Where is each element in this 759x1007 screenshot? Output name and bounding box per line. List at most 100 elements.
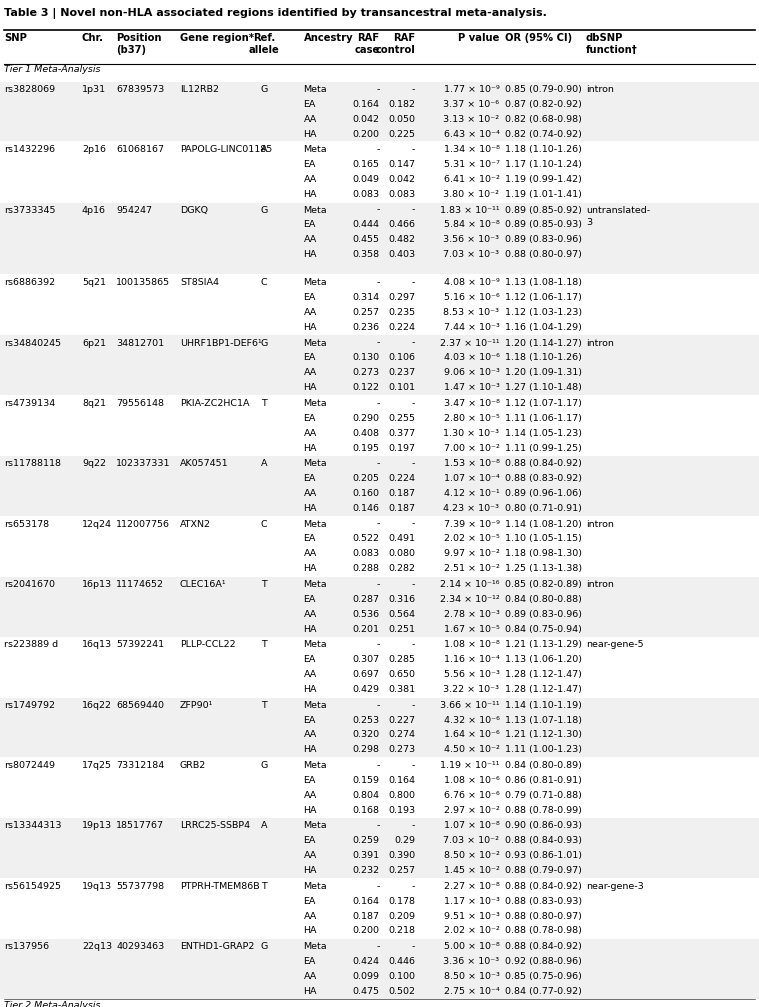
Text: 0.147: 0.147	[388, 160, 415, 169]
Text: 0.080: 0.080	[388, 550, 415, 559]
Text: 0.391: 0.391	[352, 851, 380, 860]
Text: HA: HA	[304, 745, 317, 754]
Text: 1.28 (1.12-1.47): 1.28 (1.12-1.47)	[505, 685, 581, 694]
Text: 0.178: 0.178	[388, 896, 415, 905]
Text: 954247: 954247	[116, 205, 152, 214]
Text: 0.253: 0.253	[352, 716, 380, 725]
Text: 2.78 × 10⁻³: 2.78 × 10⁻³	[443, 610, 499, 618]
Text: 0.424: 0.424	[352, 957, 380, 966]
Text: HA: HA	[304, 323, 317, 332]
Text: -: -	[412, 338, 415, 347]
Text: 2.75 × 10⁻⁴: 2.75 × 10⁻⁴	[444, 987, 499, 996]
Text: 0.106: 0.106	[388, 353, 415, 363]
Text: HA: HA	[304, 251, 317, 259]
Text: -: -	[376, 145, 380, 154]
Text: -: -	[412, 701, 415, 710]
Text: function†: function†	[586, 45, 638, 54]
Text: 34812701: 34812701	[116, 338, 164, 347]
Text: -: -	[376, 882, 380, 891]
Text: HA: HA	[304, 806, 317, 815]
Text: Meta: Meta	[304, 943, 327, 951]
Text: EA: EA	[304, 160, 316, 169]
Text: HA: HA	[304, 384, 317, 392]
Text: -: -	[412, 145, 415, 154]
Text: -: -	[376, 822, 380, 831]
Text: 1.08 × 10⁻⁶: 1.08 × 10⁻⁶	[444, 776, 499, 784]
Text: control: control	[376, 45, 415, 54]
Text: 100135865: 100135865	[116, 278, 170, 287]
Text: 1.12 (1.03-1.23): 1.12 (1.03-1.23)	[505, 308, 582, 317]
Text: 2.02 × 10⁻⁵: 2.02 × 10⁻⁵	[444, 535, 499, 544]
Text: -: -	[376, 761, 380, 770]
Text: 1.45 × 10⁻²: 1.45 × 10⁻²	[443, 866, 499, 875]
Text: 3.56 × 10⁻³: 3.56 × 10⁻³	[443, 236, 499, 245]
Text: -: -	[412, 205, 415, 214]
Text: 0.390: 0.390	[388, 851, 415, 860]
Text: 0.224: 0.224	[388, 323, 415, 332]
Text: 0.282: 0.282	[388, 564, 415, 573]
Text: 0.259: 0.259	[352, 836, 380, 845]
Text: 5.84 × 10⁻⁸: 5.84 × 10⁻⁸	[444, 221, 499, 230]
Text: 0.100: 0.100	[388, 972, 415, 981]
Text: AK057451: AK057451	[180, 459, 228, 468]
Text: 0.88 (0.84-0.93): 0.88 (0.84-0.93)	[505, 836, 581, 845]
Text: 0.257: 0.257	[388, 866, 415, 875]
Text: EA: EA	[304, 957, 316, 966]
Text: 0.84 (0.80-0.88): 0.84 (0.80-0.88)	[505, 595, 581, 604]
Text: 0.187: 0.187	[388, 489, 415, 498]
Text: -: -	[376, 338, 380, 347]
Text: untranslated-: untranslated-	[586, 205, 650, 214]
Text: AA: AA	[304, 610, 317, 618]
Text: 2.27 × 10⁻⁸: 2.27 × 10⁻⁸	[444, 882, 499, 891]
Text: G: G	[260, 761, 268, 770]
Text: -: -	[412, 822, 415, 831]
Text: 0.88 (0.84-0.92): 0.88 (0.84-0.92)	[505, 943, 581, 951]
Text: intron: intron	[586, 338, 614, 347]
Text: near-gene-3: near-gene-3	[586, 882, 644, 891]
Text: 2.51 × 10⁻²: 2.51 × 10⁻²	[443, 564, 499, 573]
Text: Meta: Meta	[304, 459, 327, 468]
Text: rs11788118: rs11788118	[4, 459, 61, 468]
Text: 0.314: 0.314	[352, 293, 380, 302]
Text: ZFP90¹: ZFP90¹	[180, 701, 213, 710]
Text: 1.30 × 10⁻³: 1.30 × 10⁻³	[443, 429, 499, 438]
Text: 3.66 × 10⁻¹¹: 3.66 × 10⁻¹¹	[439, 701, 499, 710]
Text: 7.39 × 10⁻⁹: 7.39 × 10⁻⁹	[443, 520, 499, 529]
Text: dbSNP: dbSNP	[586, 32, 623, 42]
Text: 0.274: 0.274	[388, 730, 415, 739]
Bar	[0, 698, 759, 757]
Text: 1.13 (1.07-1.18): 1.13 (1.07-1.18)	[505, 716, 581, 725]
Text: intron: intron	[586, 580, 614, 589]
Text: EA: EA	[304, 716, 316, 725]
Text: 2.80 × 10⁻⁵: 2.80 × 10⁻⁵	[444, 414, 499, 423]
Text: PKIA-ZC2HC1A: PKIA-ZC2HC1A	[180, 399, 250, 408]
Text: 0.84 (0.77-0.92): 0.84 (0.77-0.92)	[505, 987, 581, 996]
Text: AA: AA	[304, 851, 317, 860]
Text: -: -	[412, 278, 415, 287]
Text: 1.64 × 10⁻⁶: 1.64 × 10⁻⁶	[444, 730, 499, 739]
Text: 0.89 (0.85-0.92): 0.89 (0.85-0.92)	[505, 205, 581, 214]
Text: 2.97 × 10⁻²: 2.97 × 10⁻²	[443, 806, 499, 815]
Text: 7.00 × 10⁻²: 7.00 × 10⁻²	[443, 443, 499, 452]
Bar	[0, 456, 759, 516]
Text: HA: HA	[304, 685, 317, 694]
Bar	[0, 758, 759, 818]
Text: 0.130: 0.130	[352, 353, 380, 363]
Text: Meta: Meta	[304, 278, 327, 287]
Text: 6.43 × 10⁻⁴: 6.43 × 10⁻⁴	[443, 130, 499, 139]
Text: HA: HA	[304, 564, 317, 573]
Text: 11174652: 11174652	[116, 580, 164, 589]
Text: 0.050: 0.050	[388, 115, 415, 124]
Text: PAPOLG-LINC01185: PAPOLG-LINC01185	[180, 145, 272, 154]
Text: 9.97 × 10⁻²: 9.97 × 10⁻²	[443, 550, 499, 559]
Text: 0.466: 0.466	[388, 221, 415, 230]
Text: PLLP-CCL22: PLLP-CCL22	[180, 640, 235, 650]
Text: 0.237: 0.237	[388, 369, 415, 378]
Text: -: -	[412, 520, 415, 529]
Text: 0.083: 0.083	[388, 190, 415, 199]
Text: 1.25 (1.13-1.38): 1.25 (1.13-1.38)	[505, 564, 582, 573]
Text: 0.89 (0.85-0.93): 0.89 (0.85-0.93)	[505, 221, 581, 230]
Text: AA: AA	[304, 369, 317, 378]
Text: HA: HA	[304, 926, 317, 936]
Text: 68569440: 68569440	[116, 701, 164, 710]
